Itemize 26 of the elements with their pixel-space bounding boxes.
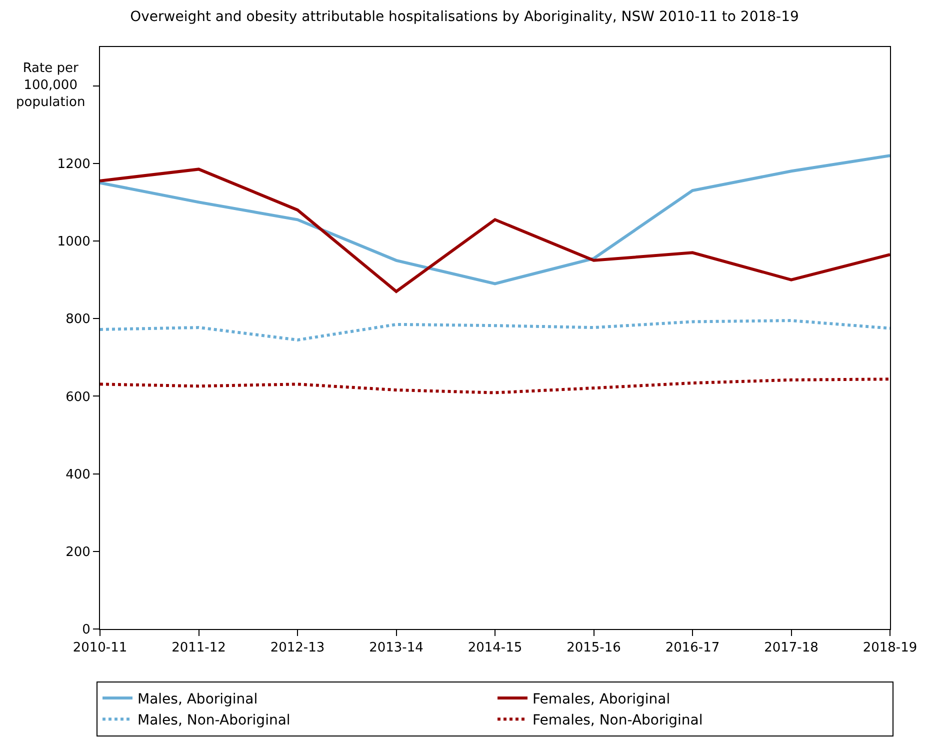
y-tick-label: 200 — [66, 544, 90, 560]
x-tick-label: 2016-17 — [665, 640, 720, 656]
y-axis-title: Rate per 100,000 population — [16, 61, 86, 110]
line-series — [100, 154, 890, 286]
x-tick-label: 2011-12 — [172, 640, 226, 656]
x-tick-label: 2012-13 — [270, 640, 325, 656]
y-tick-label: 800 — [66, 312, 90, 328]
y-tick-label: 600 — [66, 390, 90, 405]
chart-title: Overweight and obesity attributable hospitalisations by Aboriginality, NSW 2010-11 to 2018-19 — [130, 9, 799, 26]
legend-label: Males, Non-Aboriginal — [138, 712, 290, 729]
x-tick-label: 2014-15 — [468, 640, 522, 656]
x-tick-label: 2010-11 — [72, 640, 128, 656]
x-tick-label: 2017-18 — [764, 640, 818, 656]
x-tick-label: 2013-14 — [369, 640, 424, 656]
line-series — [100, 319, 890, 342]
y-tick-label: 400 — [66, 467, 90, 482]
y-tick-label: 1200 — [57, 156, 90, 172]
x-tick-label: 2015-16 — [566, 640, 621, 656]
line-series — [100, 378, 890, 394]
legend-label: Females, Aboriginal — [532, 691, 670, 708]
y-tick-label: 0 — [82, 622, 90, 638]
y-tick-label: 1000 — [57, 234, 90, 250]
legend-label: Males, Aboriginal — [138, 691, 258, 708]
x-tick-label: 2018-19 — [862, 640, 918, 656]
line-series — [100, 168, 890, 293]
legend-label: Females, Non-Aboriginal — [532, 712, 703, 729]
